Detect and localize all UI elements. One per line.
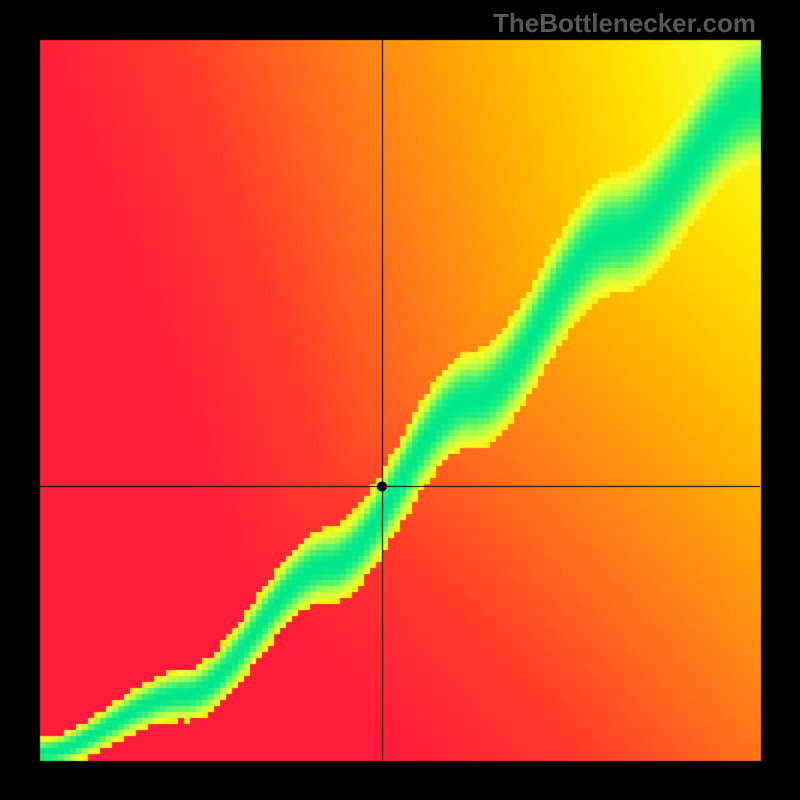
bottleneck-heatmap-canvas	[0, 0, 800, 800]
watermark-text: TheBottlenecker.com	[493, 8, 756, 39]
chart-stage: TheBottlenecker.com	[0, 0, 800, 800]
